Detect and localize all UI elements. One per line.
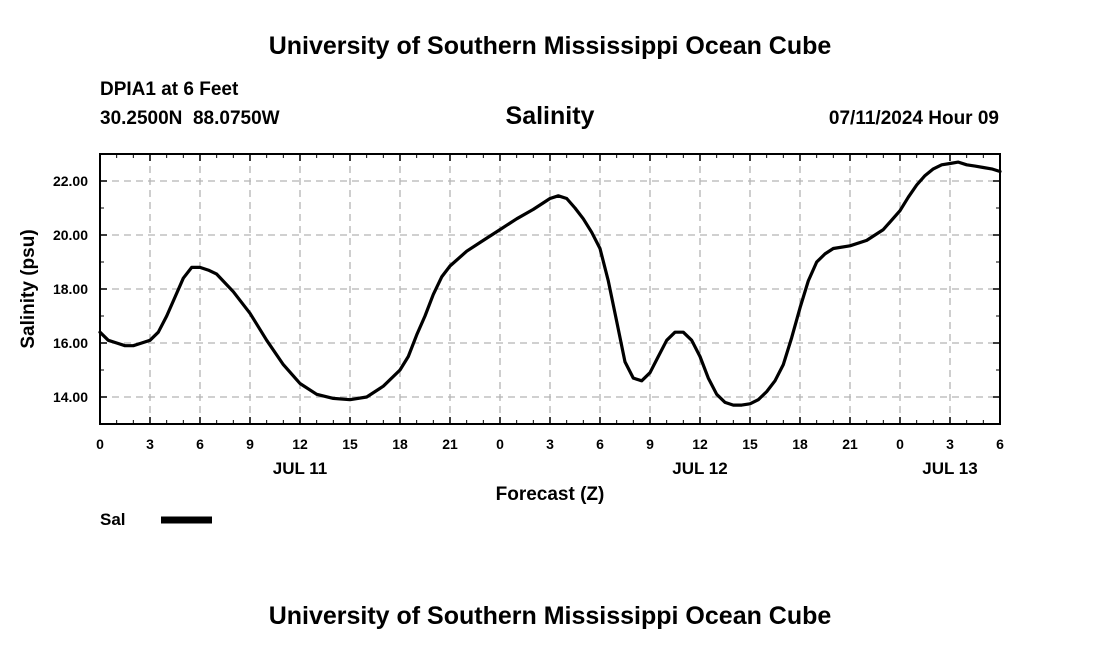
x-tick-label: 0 [896,436,904,452]
station-label: DPIA1 at 6 Feet [100,79,239,100]
chart-title: Salinity [506,102,595,130]
x-tick-label: 3 [946,436,954,452]
x-tick-label: 21 [842,436,858,452]
x-tick-label: 12 [292,436,308,452]
coordinates-label: 30.2500N 88.0750W [100,108,280,129]
series-group [98,160,1002,407]
date-label: JUL 11 [273,459,328,478]
plot-frame [99,153,1001,425]
y-tick-label: 16.00 [53,335,88,351]
x-tick-label: 21 [442,436,458,452]
datetime-label: 07/11/2024 Hour 09 [829,108,999,129]
y-tick-labels: 14.00 16.00 18.00 20.00 22.00 [53,173,88,405]
x-tick-label: 3 [546,436,554,452]
x-tick-labels: 0 3 6 9 12 15 18 21 0 3 6 9 12 15 18 21 0 3 6 [96,436,1004,452]
x-axis-label: Forecast (Z) [496,484,605,505]
x-tick-label: 9 [246,436,254,452]
x-tick-label: 6 [996,436,1004,452]
x-tick-label: 12 [692,436,708,452]
x-tick-label: 9 [646,436,654,452]
y-axis-label: Salinity (psu) [18,229,39,348]
legend-label: Sal [100,510,126,529]
series-line-sal [98,160,1002,407]
date-labels: JUL 11 JUL 12 JUL 13 [273,459,978,478]
x-tick-label: 6 [596,436,604,452]
x-tick-label: 15 [342,436,358,452]
date-label: JUL 12 [672,459,727,478]
y-tick-label: 14.00 [53,389,88,405]
y-tick-label: 18.00 [53,281,88,297]
x-tick-label: 15 [742,436,758,452]
y-tick-label: 22.00 [53,173,88,189]
bottom-title: University of Southern Mississippi Ocean… [269,602,832,630]
y-tick-label: 20.00 [53,227,88,243]
x-tick-label: 6 [196,436,204,452]
x-tick-label: 18 [392,436,408,452]
x-tick-label: 0 [496,436,504,452]
x-tick-label: 0 [96,436,104,452]
top-title: University of Southern Mississippi Ocean… [269,32,832,60]
x-tick-label: 18 [792,436,808,452]
date-label: JUL 13 [922,459,977,478]
grid [100,154,1000,424]
x-tick-label: 3 [146,436,154,452]
